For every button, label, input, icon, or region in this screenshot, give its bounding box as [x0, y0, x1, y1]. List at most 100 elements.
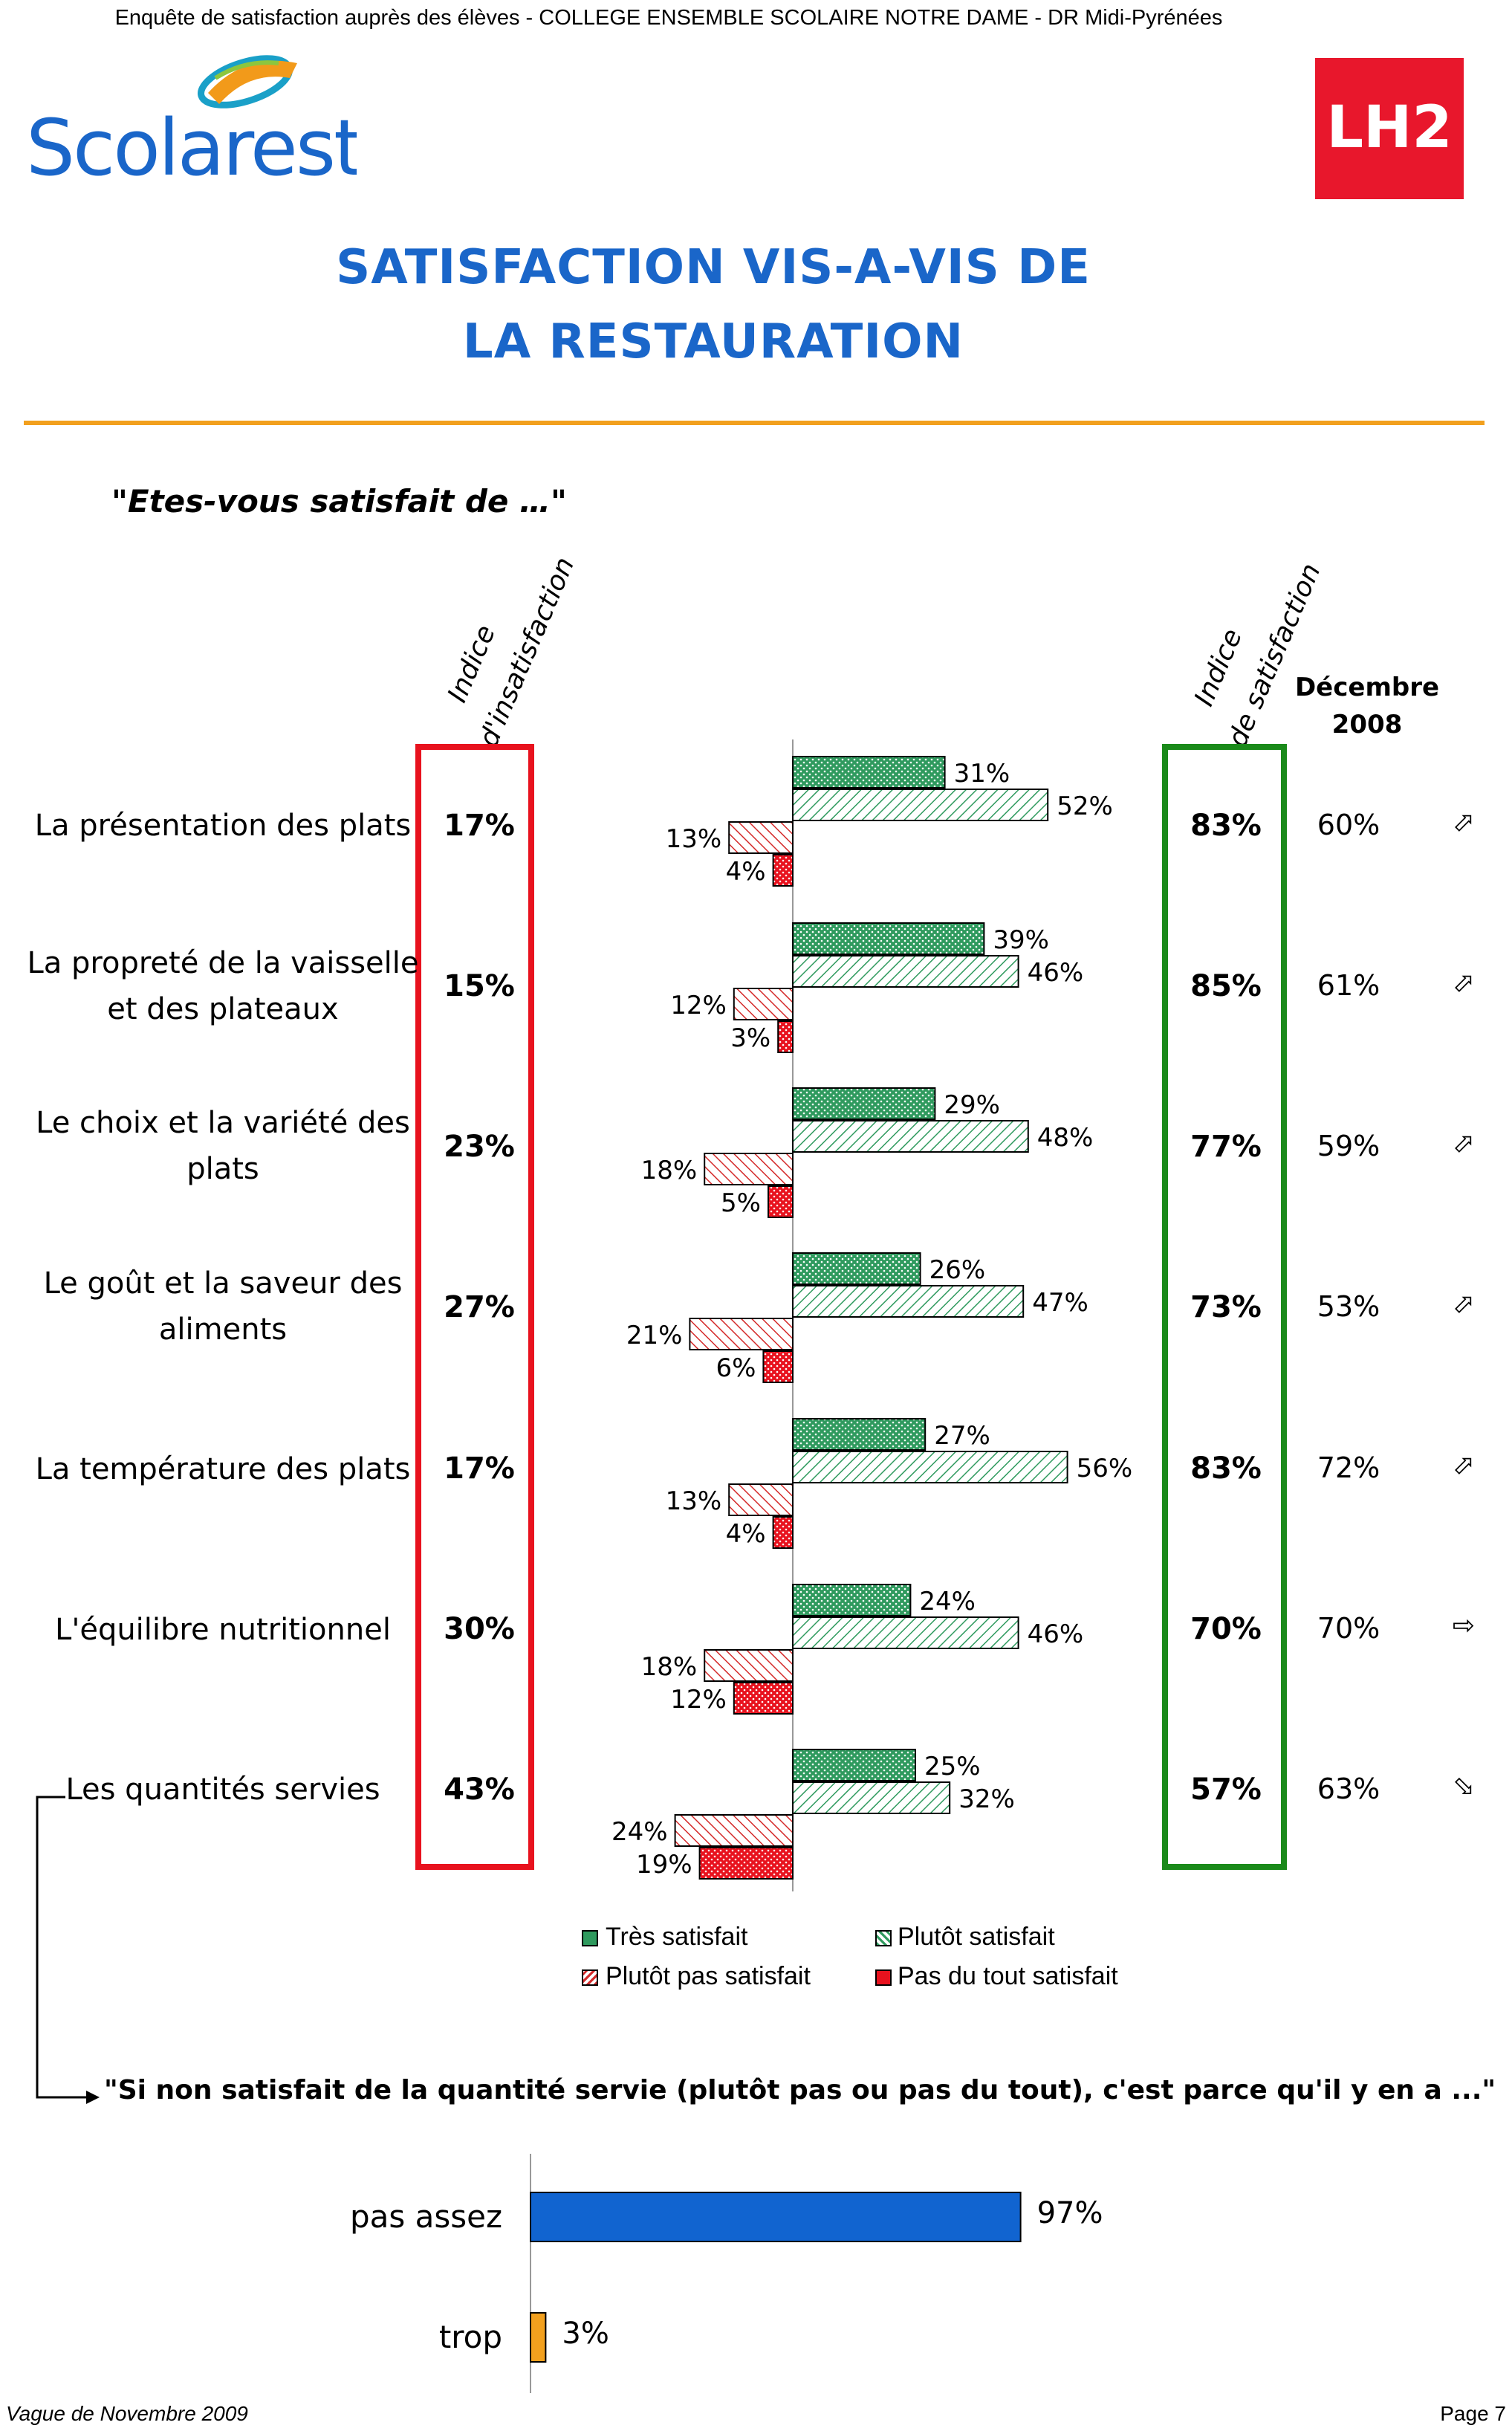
bar-plutot-pas-satisfait: [674, 1814, 794, 1847]
bar-label-plutot-satisfait: 48%: [1037, 1123, 1094, 1153]
bar-tres-satisfait: [792, 1418, 927, 1451]
bar-label-plutot-satisfait: 52%: [1057, 792, 1113, 821]
bar-label-plutot-satisfait: 32%: [958, 1784, 1015, 1814]
lh2-logo: LH2: [1315, 58, 1464, 199]
december-2008-value: 61%: [1317, 969, 1380, 1002]
bar-label-tres-satisfait: 29%: [944, 1090, 1000, 1120]
bar-tres-satisfait: [792, 922, 985, 955]
bar-plutot-satisfait: [792, 1120, 1029, 1153]
bar-trop: [530, 2312, 547, 2363]
bar-label-tres-satisfait: 26%: [929, 1255, 986, 1285]
previous-wave-header-line2: 2008: [1331, 710, 1403, 739]
row-label-proprete: La propreté de la vaisselle et des plate…: [27, 946, 419, 1026]
survey-header: Enquête de satisfaction auprès des élève…: [114, 6, 1223, 30]
page-title-line1: SATISFACTION VIS-A-VIS DE: [336, 240, 1091, 295]
bar-label-pas-du-tout-satisfait: 3%: [730, 1023, 770, 1053]
satisfaction-index-value: 57%: [1190, 1773, 1262, 1807]
bar-label-plutot-satisfait: 56%: [1077, 1454, 1133, 1483]
satisfaction-index-value: 85%: [1190, 969, 1262, 1003]
footer-wave: Vague de Novembre 2009: [6, 2402, 248, 2425]
satisfaction-index-box: [1162, 744, 1287, 1870]
row-label-choix: Le choix et la variété des plats: [36, 1106, 410, 1186]
bar-plutot-satisfait: [792, 1451, 1068, 1483]
legend-label-plutot-pas-satisfait: Plutôt pas satisfait: [606, 1962, 811, 1990]
trend-up-icon: ⬀: [1452, 1128, 1476, 1159]
bar-tres-satisfait: [792, 1252, 921, 1285]
legend-label-plutot-satisfait: Plutôt satisfait: [898, 1923, 1055, 1951]
dissatisfaction-index-value: 17%: [444, 809, 515, 843]
bar-tres-satisfait: [792, 1087, 936, 1120]
bar-label-pas-du-tout-satisfait: 12%: [670, 1685, 727, 1715]
bar-pas-du-tout-satisfait: [733, 1682, 794, 1715]
bar-label-plutot-satisfait: 46%: [1028, 958, 1084, 988]
bar-label-pas-du-tout-satisfait: 19%: [636, 1850, 692, 1880]
row-label-presentation: La présentation des plats: [34, 809, 412, 843]
bar-plutot-pas-satisfait: [733, 988, 794, 1020]
bar-plutot-pas-satisfait: [704, 1153, 794, 1185]
bar-pas-du-tout-satisfait: [698, 1847, 794, 1880]
row-label-temperature: La température des plats: [35, 1452, 411, 1486]
trend-up-icon: ⬀: [1452, 1289, 1476, 1319]
bar-value-label: 3%: [562, 2317, 609, 2351]
question-text: "Etes-vous satisfait de …": [111, 483, 567, 519]
bar-tres-satisfait: [792, 1749, 916, 1781]
previous-wave-header: Décembre 2008: [1278, 669, 1456, 743]
trend-up-icon: ⬀: [1452, 1450, 1476, 1480]
bar-tres-satisfait: [792, 756, 946, 789]
december-2008-value: 70%: [1317, 1612, 1380, 1645]
bar-label-tres-satisfait: 39%: [993, 925, 1049, 955]
bar-label-pas-du-tout-satisfait: 4%: [726, 1519, 766, 1549]
page-title-line2: LA RESTAURATION: [462, 314, 964, 369]
dissatisfaction-index-value: 17%: [444, 1451, 515, 1486]
dissatisfaction-index-value: 43%: [444, 1773, 515, 1807]
dissatisfaction-index-value: 27%: [444, 1290, 515, 1324]
follow-up-question: "Si non satisfait de la quantité servie …: [104, 2075, 1496, 2105]
dissatisfaction-index-value: 30%: [444, 1612, 515, 1646]
bar-pas-du-tout-satisfait: [772, 854, 794, 887]
bar-pas-du-tout-satisfait: [772, 1516, 794, 1549]
satisfaction-index-value: 73%: [1190, 1290, 1262, 1324]
bar-label-pas-du-tout-satisfait: 4%: [726, 857, 766, 887]
satisfaction-index-value: 70%: [1190, 1612, 1262, 1646]
legend-swatch-pas-du-tout-satisfait: [875, 1969, 892, 1986]
bar-label-plutot-pas-satisfait: 18%: [641, 1156, 698, 1185]
bar-label-plutot-pas-satisfait: 18%: [641, 1652, 698, 1682]
bar-plutot-satisfait: [792, 955, 1019, 988]
trend-up-icon: ⬀: [1452, 968, 1476, 998]
svg-text:LH2: LH2: [1326, 94, 1452, 161]
bar-plutot-pas-satisfait: [704, 1649, 794, 1682]
bar-plutot-pas-satisfait: [689, 1318, 794, 1350]
trend-down-icon: ⬂: [1452, 1771, 1476, 1802]
follow-up-connector: [36, 1796, 100, 2104]
scolarest-logo: Scolarest: [26, 55, 357, 193]
svg-text:Scolarest: Scolarest: [26, 103, 357, 193]
legend-swatch-plutot-satisfait: [875, 1930, 892, 1946]
satisfaction-index-value: 77%: [1190, 1130, 1262, 1164]
dissatisfaction-index-value: 23%: [444, 1130, 515, 1164]
follow-up-question-text: "Si non satisfait de la quantité servie …: [104, 2075, 1496, 2105]
bar-plutot-satisfait: [792, 1781, 951, 1814]
bar-label-plutot-pas-satisfait: 24%: [611, 1817, 668, 1847]
row-label-gout: Le goût et la saveur des aliments: [43, 1266, 403, 1347]
bar-plutot-satisfait: [792, 789, 1049, 821]
bar-tres-satisfait: [792, 1584, 912, 1616]
footer-page-number: Page 7: [1440, 2402, 1506, 2425]
bar-pas-assez: [530, 2192, 1022, 2242]
bar-pas-du-tout-satisfait: [777, 1020, 794, 1053]
bar-pas-du-tout-satisfait: [762, 1350, 794, 1383]
bar-pas-du-tout-satisfait: [768, 1185, 794, 1218]
december-2008-value: 63%: [1317, 1773, 1380, 1805]
bar-plutot-satisfait: [792, 1616, 1019, 1649]
bar-plutot-satisfait: [792, 1285, 1025, 1318]
bar-label-tres-satisfait: 24%: [919, 1587, 976, 1616]
december-2008-value: 60%: [1317, 809, 1380, 841]
row-label-equilibre: L'équilibre nutritionnel: [55, 1613, 391, 1647]
december-2008-value: 59%: [1317, 1130, 1380, 1162]
bar-plutot-pas-satisfait: [728, 821, 794, 854]
trend-up-icon: ⬀: [1452, 807, 1476, 838]
bar-label-plutot-pas-satisfait: 21%: [626, 1321, 683, 1350]
previous-wave-header-line1: Décembre: [1294, 673, 1440, 702]
bar-label-plutot-pas-satisfait: 13%: [666, 824, 722, 854]
bar-label-plutot-satisfait: 47%: [1032, 1288, 1088, 1318]
legend-swatch-tres-satisfait: [582, 1930, 598, 1946]
